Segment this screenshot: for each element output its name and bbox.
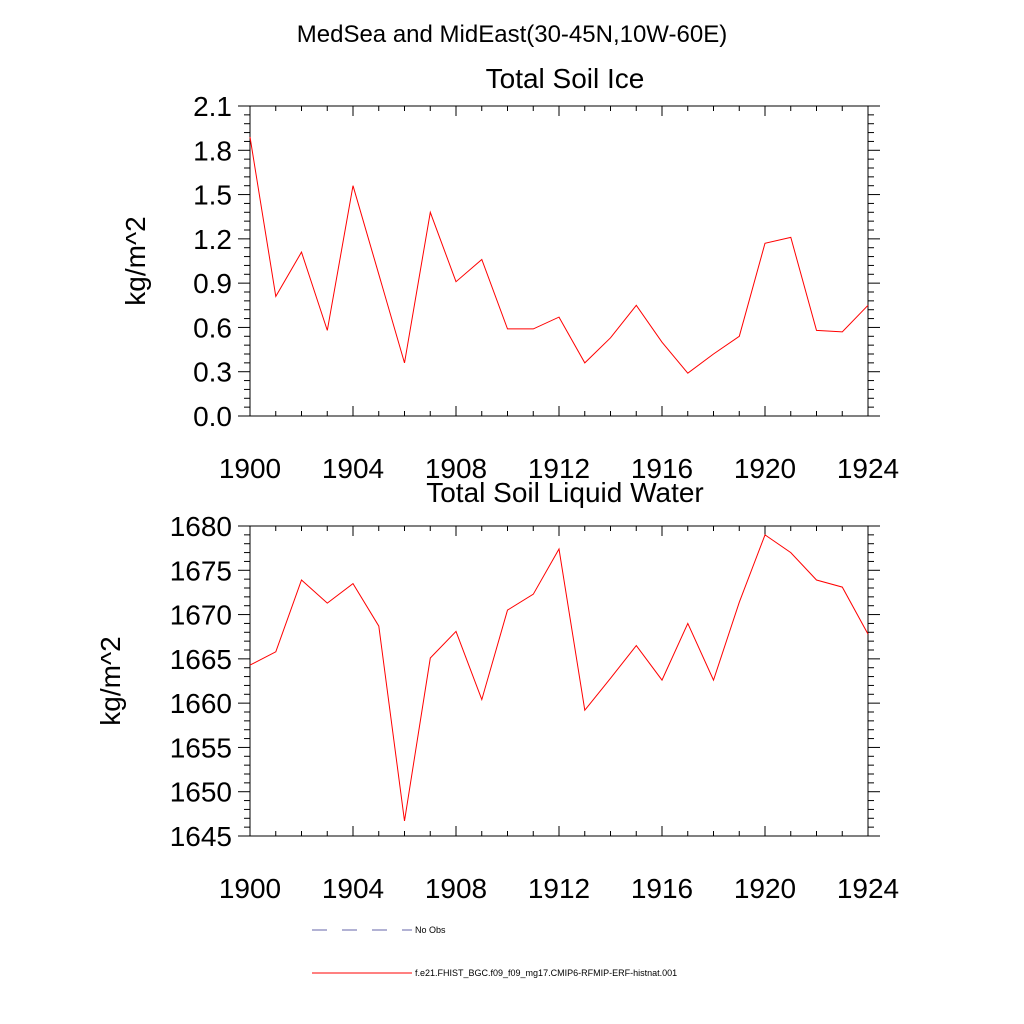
chart-panel: Total Soil Ice 1900 1904 1908 1912 1916 1920 19…	[120, 63, 899, 484]
x-tick-label: 1912	[528, 453, 590, 484]
plot-frame	[249, 525, 869, 837]
series-line	[249, 136, 869, 374]
y-tick-label: 0.3	[193, 357, 232, 388]
y-tick-label: 0.6	[193, 312, 232, 343]
y-axis-label: kg/m^2	[95, 636, 126, 725]
x-tick-label: 1916	[631, 873, 693, 904]
y-tick-label: 1.2	[193, 224, 232, 255]
x-tick-label: 1912	[528, 873, 590, 904]
panel-title: Total Soil Ice	[486, 63, 645, 94]
y-tick-label: 1670	[170, 600, 232, 631]
panel-title: Total Soil Liquid Water	[426, 477, 704, 508]
y-tick-label: 1645	[170, 821, 232, 852]
series-line	[249, 534, 869, 821]
y-tick-label: 1650	[170, 777, 232, 808]
legend-label: No Obs	[415, 925, 446, 935]
y-tick-label: 1.5	[193, 180, 232, 211]
x-tick-label: 1920	[734, 873, 796, 904]
x-tick-label: 1908	[425, 873, 487, 904]
x-tick-label: 1900	[219, 453, 281, 484]
chart-panel: Total Soil Liquid Water 1900 1904 1908 1912 1…	[95, 477, 899, 904]
legend-label: f.e21.FHIST_BGC.f09_f09_mg17.CMIP6-RFMIP…	[415, 968, 677, 978]
y-axis-label: kg/m^2	[120, 216, 151, 305]
x-tick-label: 1904	[322, 453, 384, 484]
x-tick-label: 1916	[631, 453, 693, 484]
x-tick-label: 1920	[734, 453, 796, 484]
y-tick-label: 1655	[170, 732, 232, 763]
x-tick-label: 1908	[425, 453, 487, 484]
y-tick-label: 1665	[170, 644, 232, 675]
y-tick-label: 1660	[170, 688, 232, 719]
x-tick-label: 1924	[837, 873, 899, 904]
legend: No Obs f.e21.FHIST_BGC.f09_f09_mg17.CMIP6…	[312, 925, 677, 978]
plot-frame	[249, 105, 869, 417]
y-tick-label: 1680	[170, 511, 232, 542]
x-tick-label: 1904	[322, 873, 384, 904]
x-tick-label: 1924	[837, 453, 899, 484]
y-tick-label: 1675	[170, 555, 232, 586]
y-tick-label: 0.9	[193, 268, 232, 299]
y-tick-label: 2.1	[193, 91, 232, 122]
y-tick-label: 1.8	[193, 135, 232, 166]
x-tick-label: 1900	[219, 873, 281, 904]
y-tick-label: 0.0	[193, 401, 232, 432]
main-title: MedSea and MidEast(30-45N,10W-60E)	[297, 21, 727, 48]
